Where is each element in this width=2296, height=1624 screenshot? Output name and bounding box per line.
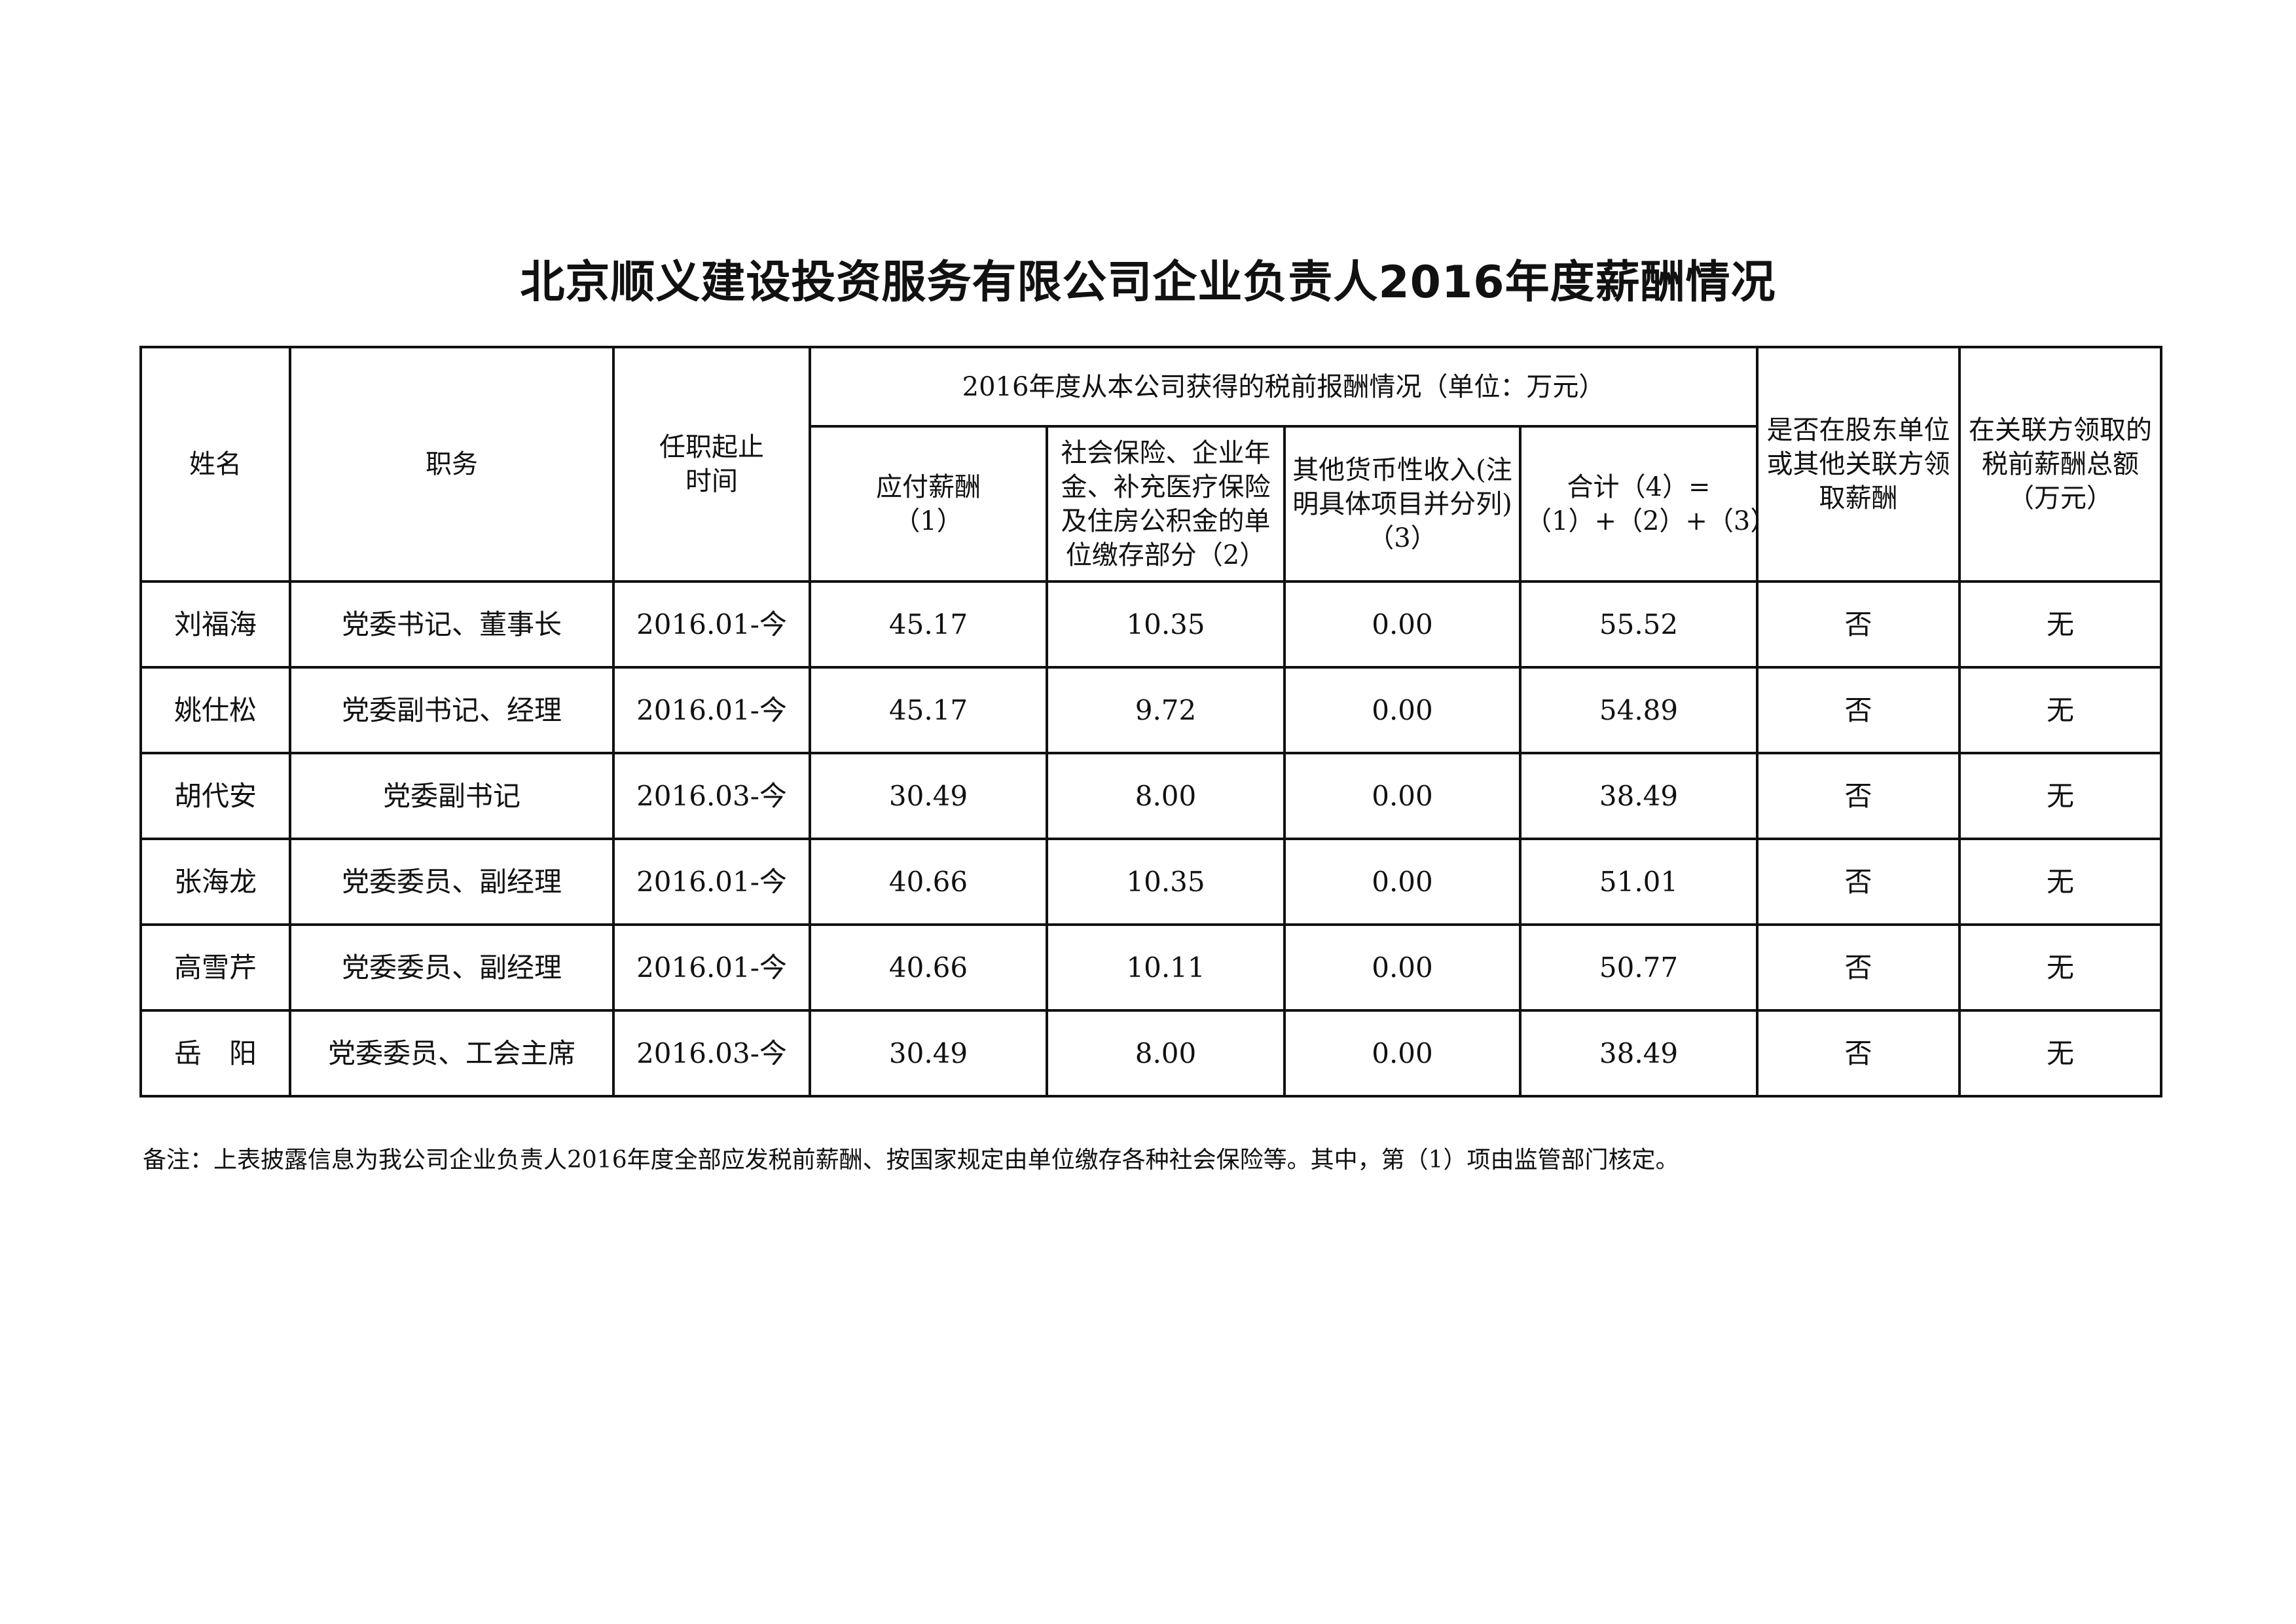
cell-salary: 30.49 [809,1009,1048,1098]
cell-name: 张海龙 [139,838,291,926]
cell-term: 2016.01-今 [612,580,811,669]
cell-shareholder: 否 [1756,580,1961,669]
cell-position: 党委副书记、经理 [289,666,615,754]
cell-total: 38.49 [1518,752,1759,840]
cell-other: 0.00 [1283,752,1522,840]
cell-position: 党委委员、副经理 [289,838,615,926]
cell-salary: 45.17 [809,580,1048,669]
table-row: 岳 阳党委委员、工会主席 2016.03-今 30.49 8.00 0.00 38.49 否… [139,1009,2163,1098]
cell-position: 党委副书记 [289,752,615,840]
cell-position: 党委委员、副经理 [289,923,615,1012]
cell-related: 无 [1958,580,2163,669]
cell-other: 0.00 [1283,838,1522,926]
cell-related: 无 [1958,666,2163,754]
cell-shareholder: 否 [1756,1009,1961,1098]
cell-term: 2016.01-今 [612,666,811,754]
header-term: 任职起止时间 [612,346,811,583]
cell-term: 2016.03-今 [612,752,811,840]
cell-name: 刘福海 [139,580,291,669]
cell-related: 无 [1958,838,2163,926]
table-row: 张海龙 党委委员、副经理 2016.01-今 40.66 10.35 0.00 51.01 否… [139,838,2163,926]
cell-shareholder: 否 [1756,666,1961,754]
cell-total: 50.77 [1518,923,1759,1012]
cell-term: 2016.01-今 [612,923,811,1012]
cell-total: 38.49 [1518,1009,1759,1098]
header-position: 职务 [289,346,615,583]
header-insurance: 社会保险、企业年金、补充医疗保险及住房公积金的单位缴存部分（2） [1046,425,1286,583]
cell-name: 胡代安 [139,752,291,840]
header-name: 姓名 [139,346,291,583]
header-salary: 应付薪酬（1） [809,425,1048,583]
cell-position: 党委委员、工会主席 [289,1009,615,1098]
salary-table: 姓名 职务 任职起止时间 2016年度从本公司获得的税前报酬情况（单位：万元） … [139,346,2163,1098]
header-shareholder: 是否在股东单位或其他关联方领取薪酬 [1756,346,1961,583]
cell-name: 高雪芹 [139,923,291,1012]
cell-related: 无 [1958,752,2163,840]
cell-name: 姚仕松 [139,666,291,754]
cell-insurance: 10.35 [1046,580,1286,669]
cell-salary: 30.49 [809,752,1048,840]
cell-insurance: 8.00 [1046,1009,1286,1098]
cell-salary: 40.66 [809,838,1048,926]
cell-shareholder: 否 [1756,923,1961,1012]
cell-total: 55.52 [1518,580,1759,669]
page-title: 北京顺义建设投资服务有限公司企业负责人2016年度薪酬情况 [520,257,1776,308]
cell-shareholder: 否 [1756,752,1961,840]
cell-other: 0.00 [1283,923,1522,1012]
cell-position: 党委书记、董事长 [289,580,615,669]
header-group: 2016年度从本公司获得的税前报酬情况（单位：万元） [808,346,1759,428]
cell-insurance: 10.11 [1046,923,1286,1012]
cell-other: 0.00 [1283,580,1522,669]
cell-total: 51.01 [1518,838,1759,926]
table-row: 高雪芹 党委委员、副经理 2016.01-今 40.66 10.11 0.00 50.77 否… [139,923,2163,1012]
footnote: 备注：上表披露信息为我公司企业负责人2016年度全部应发税前薪酬、按国家规定由单… [143,1147,1679,1173]
cell-insurance: 9.72 [1046,666,1286,754]
cell-term: 2016.03-今 [612,1009,811,1098]
table-row: 刘福海 党委书记、董事长 2016.01-今 45.17 10.35 0.00 55.52 否… [139,580,2163,669]
header-other: 其他货币性收入(注明具体项目并分列)（3） [1283,425,1522,583]
cell-insurance: 10.35 [1046,838,1286,926]
cell-salary: 45.17 [809,666,1048,754]
cell-salary: 40.66 [809,923,1048,1012]
cell-related: 无 [1958,1009,2163,1098]
table-row: 姚仕松 党委副书记、经理 2016.01-今 45.17 9.72 0.00 54.89 否无 [139,666,2163,754]
header-related: 在关联方领取的税前薪酬总额（万元） [1958,346,2163,583]
cell-total: 54.89 [1518,666,1759,754]
header-total: 合计（4）=（1）+（2）+（3） [1518,425,1776,583]
cell-shareholder: 否 [1756,838,1961,926]
cell-other: 0.00 [1283,1009,1522,1098]
cell-name: 岳 阳 [139,1009,291,1098]
table-row: 胡代安 党委副书记 2016.03-今 30.49 8.00 0.00 38.49 否无 [139,752,2163,840]
cell-other: 0.00 [1283,666,1522,754]
cell-term: 2016.01-今 [612,838,811,926]
cell-insurance: 8.00 [1046,752,1286,840]
cell-related: 无 [1958,923,2163,1012]
